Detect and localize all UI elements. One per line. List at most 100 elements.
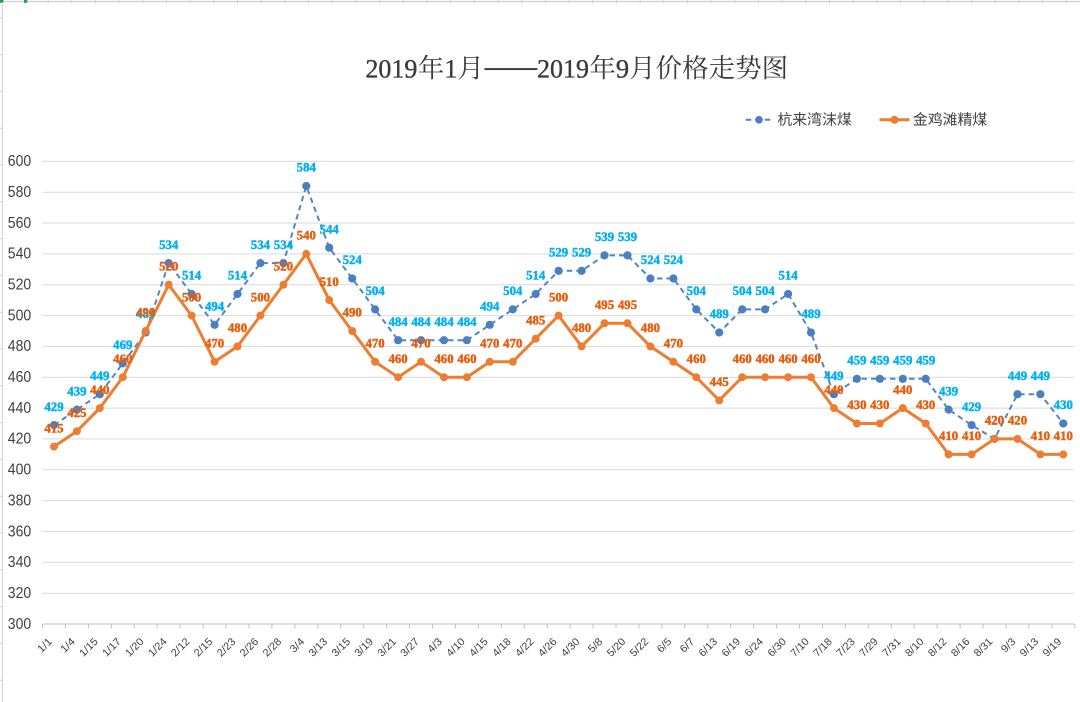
svg-text:500: 500 — [549, 290, 568, 304]
svg-text:360: 360 — [8, 523, 31, 540]
svg-text:300: 300 — [8, 616, 31, 633]
svg-text:415: 415 — [44, 421, 63, 435]
svg-text:340: 340 — [8, 554, 31, 571]
svg-text:460: 460 — [779, 352, 798, 366]
svg-text:429: 429 — [962, 400, 981, 414]
svg-text:460: 460 — [434, 352, 453, 366]
svg-text:470: 470 — [366, 337, 385, 351]
svg-text:490: 490 — [136, 306, 155, 320]
svg-text:514: 514 — [779, 269, 799, 283]
svg-text:460: 460 — [8, 369, 31, 386]
svg-text:470: 470 — [205, 337, 224, 351]
svg-text:489: 489 — [801, 307, 820, 321]
svg-text:459: 459 — [847, 354, 866, 368]
svg-text:440: 440 — [8, 400, 31, 417]
svg-text:534: 534 — [274, 238, 294, 252]
svg-text:460: 460 — [733, 352, 752, 366]
svg-text:430: 430 — [847, 398, 866, 412]
svg-text:484: 484 — [434, 315, 454, 329]
svg-text:500: 500 — [8, 307, 31, 324]
svg-text:449: 449 — [824, 369, 843, 383]
svg-text:469: 469 — [113, 338, 132, 352]
svg-text:495: 495 — [618, 298, 637, 312]
svg-text:445: 445 — [710, 375, 729, 389]
svg-text:420: 420 — [985, 414, 1004, 428]
svg-text:410: 410 — [1054, 429, 1073, 443]
svg-text:480: 480 — [228, 321, 247, 335]
svg-text:429: 429 — [44, 400, 63, 414]
svg-text:430: 430 — [1054, 398, 1073, 412]
svg-text:495: 495 — [595, 298, 614, 312]
svg-text:494: 494 — [480, 300, 500, 314]
svg-text:9: 9 — [616, 53, 629, 83]
svg-text:430: 430 — [916, 398, 935, 412]
svg-text:484: 484 — [411, 315, 431, 329]
svg-text:459: 459 — [893, 354, 912, 368]
svg-text:500: 500 — [251, 290, 270, 304]
svg-text:489: 489 — [710, 307, 729, 321]
svg-text:504: 504 — [366, 284, 386, 298]
svg-text:400: 400 — [8, 462, 31, 479]
svg-text:529: 529 — [572, 246, 591, 260]
svg-text:560: 560 — [8, 215, 31, 232]
svg-text:524: 524 — [343, 253, 363, 267]
svg-text:470: 470 — [480, 337, 499, 351]
svg-text:484: 484 — [389, 315, 409, 329]
svg-text:480: 480 — [641, 321, 660, 335]
svg-text:460: 460 — [389, 352, 408, 366]
svg-text:540: 540 — [297, 229, 316, 243]
svg-text:2019: 2019 — [365, 53, 417, 83]
svg-text:504: 504 — [733, 284, 753, 298]
svg-text:534: 534 — [159, 238, 179, 252]
svg-text:440: 440 — [90, 383, 109, 397]
svg-text:489: 489 — [136, 307, 155, 321]
svg-text:514: 514 — [182, 269, 202, 283]
svg-text:480: 480 — [8, 338, 31, 355]
svg-text:460: 460 — [113, 352, 132, 366]
svg-text:520: 520 — [274, 259, 293, 273]
svg-text:504: 504 — [503, 284, 523, 298]
svg-text:459: 459 — [870, 354, 889, 368]
svg-text:544: 544 — [320, 222, 340, 236]
svg-text:490: 490 — [343, 306, 362, 320]
svg-text:380: 380 — [8, 492, 31, 509]
svg-text:494: 494 — [205, 300, 225, 314]
svg-text:534: 534 — [251, 238, 271, 252]
svg-text:320: 320 — [8, 585, 31, 602]
svg-text:600: 600 — [8, 153, 31, 170]
svg-text:504: 504 — [756, 284, 776, 298]
svg-text:504: 504 — [687, 284, 707, 298]
svg-text:460: 460 — [457, 352, 476, 366]
svg-text:425: 425 — [67, 406, 86, 420]
svg-text:1: 1 — [444, 53, 457, 83]
svg-text:520: 520 — [8, 277, 31, 294]
svg-text:420: 420 — [1008, 414, 1027, 428]
svg-text:439: 439 — [67, 384, 86, 398]
svg-text:449: 449 — [90, 369, 109, 383]
svg-text:439: 439 — [939, 384, 958, 398]
svg-text:449: 449 — [1031, 369, 1050, 383]
svg-text:539: 539 — [618, 230, 637, 244]
svg-text:529: 529 — [549, 246, 568, 260]
svg-text:2019: 2019 — [537, 53, 589, 83]
svg-text:484: 484 — [457, 315, 477, 329]
svg-text:540: 540 — [8, 246, 31, 263]
svg-text:480: 480 — [572, 321, 591, 335]
svg-text:470: 470 — [664, 337, 683, 351]
svg-text:485: 485 — [526, 313, 545, 327]
svg-text:420: 420 — [985, 414, 1004, 428]
svg-text:524: 524 — [641, 253, 661, 267]
svg-text:410: 410 — [1031, 429, 1050, 443]
svg-text:459: 459 — [916, 354, 935, 368]
svg-text:520: 520 — [159, 259, 178, 273]
svg-text:500: 500 — [182, 290, 201, 304]
svg-text:449: 449 — [1008, 369, 1027, 383]
svg-text:440: 440 — [824, 383, 843, 397]
svg-text:460: 460 — [687, 352, 706, 366]
svg-text:410: 410 — [962, 429, 981, 443]
svg-text:514: 514 — [228, 269, 248, 283]
svg-text:460: 460 — [801, 352, 820, 366]
svg-text:430: 430 — [870, 398, 889, 412]
svg-text:524: 524 — [664, 253, 684, 267]
svg-text:420: 420 — [8, 431, 31, 448]
